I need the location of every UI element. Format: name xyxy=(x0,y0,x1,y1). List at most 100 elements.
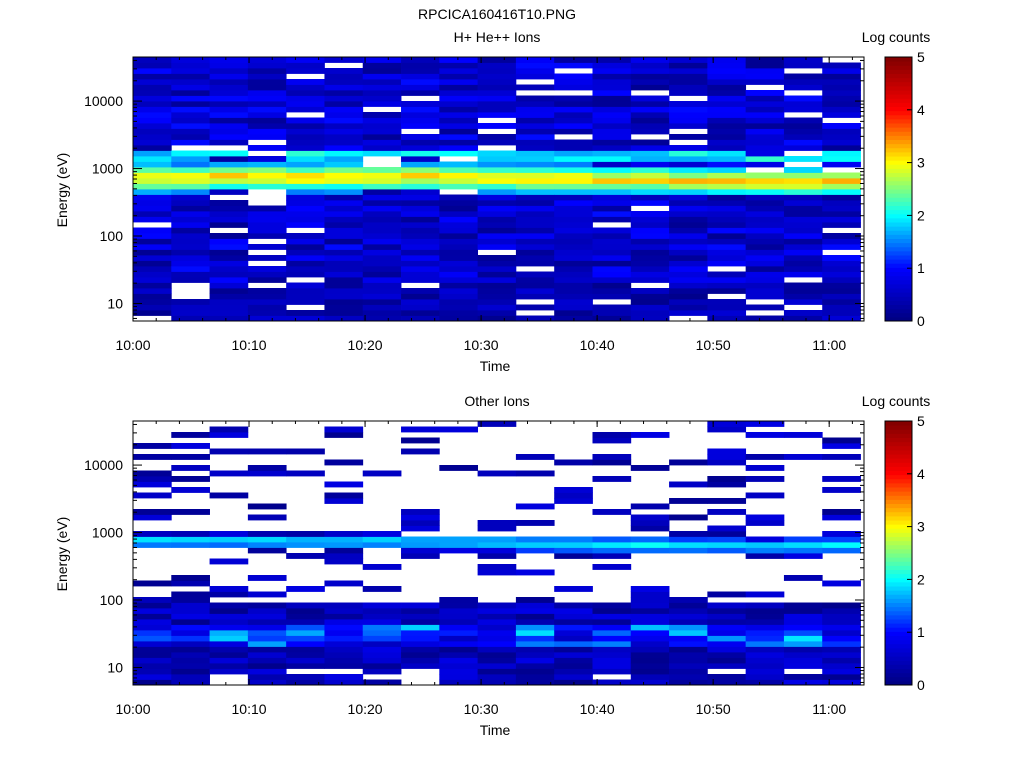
heatmap-cell xyxy=(592,454,632,460)
heatmap-cell xyxy=(209,73,249,80)
heatmap-cell xyxy=(477,183,517,190)
heatmap-cell xyxy=(247,134,287,140)
heatmap-cell xyxy=(554,608,593,614)
colorbar-step xyxy=(885,118,912,124)
heatmap-cell xyxy=(247,211,287,217)
heatmap-cell xyxy=(630,630,670,636)
heatmap-cell xyxy=(247,630,287,636)
heatmap-cell xyxy=(401,553,440,559)
heatmap-cell xyxy=(669,536,708,543)
heatmap-cell xyxy=(401,84,440,91)
heatmap-cell xyxy=(171,591,210,598)
heatmap-cell xyxy=(554,459,593,466)
heatmap-cell xyxy=(745,657,785,664)
heatmap-cell xyxy=(324,183,364,190)
heatmap-cell xyxy=(745,547,785,554)
heatmap-cell xyxy=(209,470,249,477)
heatmap-cell xyxy=(401,205,440,212)
heatmap-cell xyxy=(554,150,593,157)
heatmap-cell xyxy=(477,547,517,554)
heatmap-cell xyxy=(401,608,440,614)
heatmap-cell xyxy=(669,255,708,261)
heatmap-cell xyxy=(247,679,287,686)
y-tick-label: 10000 xyxy=(84,457,123,473)
heatmap-cell xyxy=(362,619,402,625)
heatmap-cell xyxy=(707,194,747,201)
heatmap-cell xyxy=(554,293,593,300)
heatmap-cell xyxy=(554,492,593,499)
heatmap-cell xyxy=(439,194,479,201)
panel-other-ions: Other Ions Log counts Time Energy (eV) 1… xyxy=(54,393,930,738)
heatmap-cell xyxy=(707,613,747,620)
colorbar-frame xyxy=(884,56,913,322)
heatmap-cell xyxy=(209,641,249,647)
heatmap-cell xyxy=(822,630,861,636)
heatmap-cell xyxy=(477,288,517,294)
heatmap-cell xyxy=(630,635,670,642)
heatmap-cell xyxy=(171,531,210,537)
heatmap-cell xyxy=(707,211,747,217)
heatmap-cell xyxy=(362,641,402,647)
heatmap-cell xyxy=(707,150,747,157)
heatmap-cell xyxy=(592,613,632,620)
heatmap-cell xyxy=(669,266,708,272)
heatmap-cell xyxy=(745,205,785,212)
colorbar-step xyxy=(885,561,912,566)
heatmap-cell xyxy=(477,233,517,239)
heatmap-cell xyxy=(439,679,479,686)
heatmap-cell xyxy=(209,536,249,543)
heatmap-cell xyxy=(707,167,747,173)
heatmap-cell xyxy=(822,282,861,289)
colorbar-tick-label: 3 xyxy=(917,519,925,535)
heatmap-cell xyxy=(783,547,823,554)
heatmap-cell xyxy=(515,304,555,311)
heatmap-cell xyxy=(515,315,555,322)
heatmap-cell xyxy=(133,310,172,316)
heatmap-cell xyxy=(707,476,747,482)
heatmap-cell xyxy=(401,525,440,532)
heatmap-cell xyxy=(286,282,325,289)
heatmap-cell xyxy=(745,315,785,322)
heatmap-cell xyxy=(669,178,708,184)
colorbar-step xyxy=(885,90,912,95)
heatmap-cell xyxy=(286,310,325,316)
heatmap-cell xyxy=(515,619,555,625)
heatmap-cell xyxy=(630,277,670,283)
heatmap-cell xyxy=(324,90,364,96)
heatmap-cell xyxy=(286,652,325,658)
heatmap-cell xyxy=(171,200,210,206)
heatmap-cell xyxy=(783,95,823,102)
heatmap-cell xyxy=(324,260,364,267)
heatmap-cell xyxy=(783,106,823,113)
colorbar-step xyxy=(885,123,912,128)
colorbar-step xyxy=(885,77,912,83)
heatmap-cell xyxy=(439,200,479,206)
heatmap-cell xyxy=(783,641,823,647)
heatmap-cell xyxy=(592,161,632,168)
heatmap-cell xyxy=(477,536,517,543)
heatmap-cell xyxy=(745,454,785,460)
heatmap-cell xyxy=(783,216,823,223)
heatmap-cell xyxy=(477,663,517,669)
colorbar-step xyxy=(885,520,912,525)
heatmap-cell xyxy=(592,194,632,201)
colorbar-step xyxy=(885,602,912,608)
heatmap-cell xyxy=(439,310,479,316)
heatmap-cell xyxy=(286,679,325,686)
heatmap-cell xyxy=(745,216,785,223)
heatmap-cell xyxy=(286,123,325,129)
colorbar-step xyxy=(885,643,912,649)
heatmap-cell xyxy=(669,194,708,201)
heatmap-cell xyxy=(171,635,210,642)
heatmap-cell xyxy=(515,189,555,195)
heatmap-cell xyxy=(133,476,172,482)
heatmap-cell xyxy=(630,79,670,85)
heatmap-cell xyxy=(554,172,593,179)
heatmap-cell xyxy=(133,443,172,449)
heatmap-cell xyxy=(286,139,325,146)
heatmap-cell xyxy=(745,282,785,289)
heatmap-cell xyxy=(707,657,747,664)
heatmap-cell xyxy=(362,238,402,245)
heatmap-cell xyxy=(133,106,172,113)
colorbar-step xyxy=(885,143,912,149)
